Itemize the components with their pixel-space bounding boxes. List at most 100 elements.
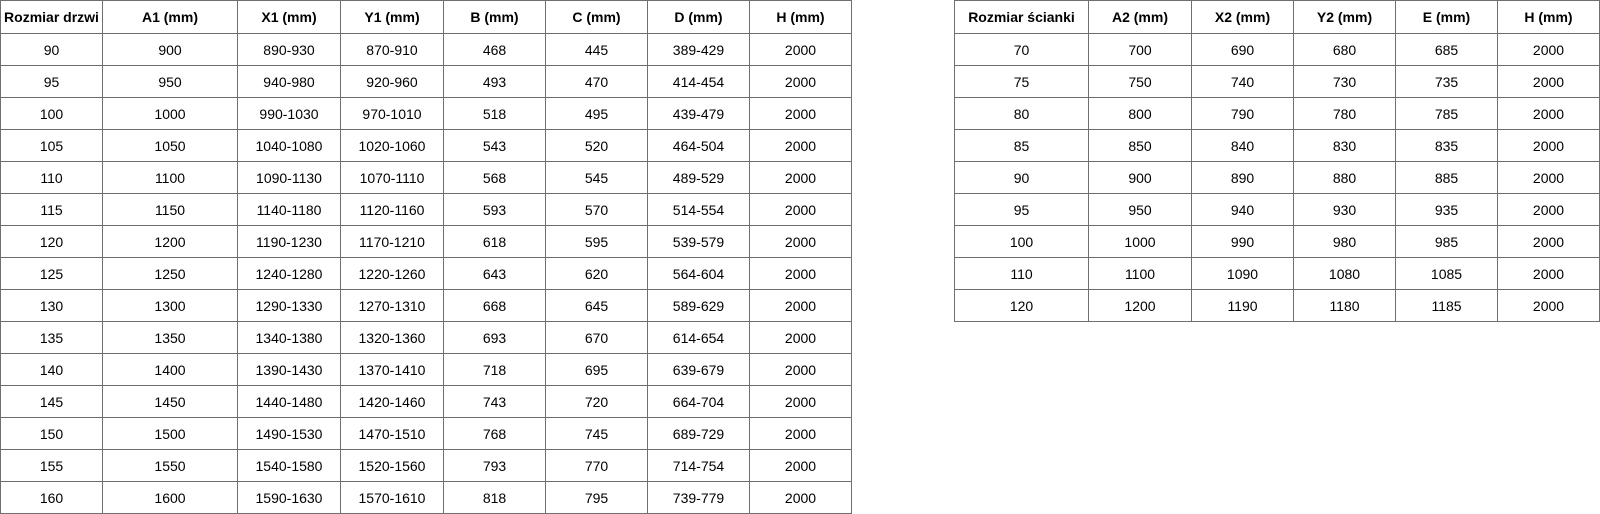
table-row: 110 1100 1090-1130 1070-1110 568 545 489-529 20… bbox=[0, 161, 852, 194]
table-cell: 543 bbox=[443, 129, 546, 162]
table-cell: 2000 bbox=[1497, 97, 1600, 130]
table-cell: 160 bbox=[0, 481, 103, 514]
column-header: C (mm) bbox=[545, 0, 648, 34]
table-cell: 1100 bbox=[1088, 257, 1192, 290]
table-cell: 564-604 bbox=[647, 257, 750, 290]
table-cell: 593 bbox=[443, 193, 546, 226]
table-cell: 1085 bbox=[1395, 257, 1498, 290]
table-cell: 1220-1260 bbox=[340, 257, 444, 290]
table-cell: 140 bbox=[0, 353, 103, 386]
table-cell: 1020-1060 bbox=[340, 129, 444, 162]
table-cell: 2000 bbox=[749, 97, 852, 130]
table-cell: 568 bbox=[443, 161, 546, 194]
table-cell: 570 bbox=[545, 193, 648, 226]
table-cell: 693 bbox=[443, 321, 546, 354]
header-row: Rozmiar ścianki A2 (mm) X2 (mm) Y2 (mm) E (m… bbox=[954, 0, 1600, 34]
table-row: 95 950 940-980 920-960 493 470 414-454 2000 bbox=[0, 65, 852, 98]
table-cell: 880 bbox=[1293, 161, 1396, 194]
table-cell: 1070-1110 bbox=[340, 161, 444, 194]
table-cell: 2000 bbox=[749, 193, 852, 226]
table-cell: 793 bbox=[443, 449, 546, 482]
table-row: 110 1100 1090 1080 1085 2000 bbox=[954, 257, 1600, 290]
table-cell: 2000 bbox=[1497, 129, 1600, 162]
table-cell: 2000 bbox=[1497, 257, 1600, 290]
table-cell: 1040-1080 bbox=[237, 129, 341, 162]
table-cell: 95 bbox=[954, 193, 1089, 226]
column-header: A2 (mm) bbox=[1088, 0, 1192, 34]
table-cell: 100 bbox=[954, 225, 1089, 258]
table-cell: 90 bbox=[0, 33, 103, 66]
table-row: 115 1150 1140-1180 1120-1160 593 570 514-554 20… bbox=[0, 193, 852, 226]
table-cell: 493 bbox=[443, 65, 546, 98]
table-cell: 145 bbox=[0, 385, 103, 418]
table-row: 155 1550 1540-1580 1520-1560 793 770 714-754 20… bbox=[0, 449, 852, 482]
column-header: A1 (mm) bbox=[102, 0, 238, 34]
table-cell: 130 bbox=[0, 289, 103, 322]
table-cell: 685 bbox=[1395, 33, 1498, 66]
column-header: X1 (mm) bbox=[237, 0, 341, 34]
table-cell: 830 bbox=[1293, 129, 1396, 162]
table-cell: 643 bbox=[443, 257, 546, 290]
table-cell: 695 bbox=[545, 353, 648, 386]
table-cell: 1320-1360 bbox=[340, 321, 444, 354]
table-cell: 735 bbox=[1395, 65, 1498, 98]
table-row: 100 1000 990 980 985 2000 bbox=[954, 225, 1600, 258]
table-cell: 468 bbox=[443, 33, 546, 66]
table-cell: 668 bbox=[443, 289, 546, 322]
table-cell: 620 bbox=[545, 257, 648, 290]
table-cell: 670 bbox=[545, 321, 648, 354]
table-row: 105 1050 1040-1080 1020-1060 543 520 464-504 20… bbox=[0, 129, 852, 162]
table-cell: 155 bbox=[0, 449, 103, 482]
table-cell: 714-754 bbox=[647, 449, 750, 482]
table-cell: 520 bbox=[545, 129, 648, 162]
table-cell: 1440-1480 bbox=[237, 385, 341, 418]
table-cell: 1120-1160 bbox=[340, 193, 444, 226]
table-row: 70 700 690 680 685 2000 bbox=[954, 33, 1600, 66]
table-cell: 1390-1430 bbox=[237, 353, 341, 386]
table-cell: 518 bbox=[443, 97, 546, 130]
table-cell: 1100 bbox=[102, 161, 238, 194]
table-cell: 100 bbox=[0, 97, 103, 130]
table-cell: 990 bbox=[1191, 225, 1294, 258]
column-header: E (mm) bbox=[1395, 0, 1498, 34]
table-cell: 680 bbox=[1293, 33, 1396, 66]
table-cell: 690 bbox=[1191, 33, 1294, 66]
table-row: 120 1200 1190 1180 1185 2000 bbox=[954, 289, 1600, 322]
table-cell: 890 bbox=[1191, 161, 1294, 194]
table-cell: 1000 bbox=[1088, 225, 1192, 258]
table-cell: 2000 bbox=[749, 321, 852, 354]
table-cell: 645 bbox=[545, 289, 648, 322]
table-cell: 2000 bbox=[749, 225, 852, 258]
table-cell: 105 bbox=[0, 129, 103, 162]
table-cell: 940 bbox=[1191, 193, 1294, 226]
table-cell: 980 bbox=[1293, 225, 1396, 258]
table-cell: 445 bbox=[545, 33, 648, 66]
table-cell: 770 bbox=[545, 449, 648, 482]
table-row: 90 900 890 880 885 2000 bbox=[954, 161, 1600, 194]
table-cell: 2000 bbox=[1497, 65, 1600, 98]
table-cell: 470 bbox=[545, 65, 648, 98]
table-cell: 1500 bbox=[102, 417, 238, 450]
table-cell: 614-654 bbox=[647, 321, 750, 354]
table-cell: 870-910 bbox=[340, 33, 444, 66]
table-cell: 495 bbox=[545, 97, 648, 130]
column-header: X2 (mm) bbox=[1191, 0, 1294, 34]
table-cell: 990-1030 bbox=[237, 97, 341, 130]
table-cell: 739-779 bbox=[647, 481, 750, 514]
table-cell: 1400 bbox=[102, 353, 238, 386]
table-row: 130 1300 1290-1330 1270-1310 668 645 589-629 20… bbox=[0, 289, 852, 322]
column-header: Y1 (mm) bbox=[340, 0, 444, 34]
table-cell: 790 bbox=[1191, 97, 1294, 130]
table-cell: 1190-1230 bbox=[237, 225, 341, 258]
column-header: B (mm) bbox=[443, 0, 546, 34]
table-cell: 840 bbox=[1191, 129, 1294, 162]
column-header: Y2 (mm) bbox=[1293, 0, 1396, 34]
table-cell: 70 bbox=[954, 33, 1089, 66]
table-cell: 110 bbox=[954, 257, 1089, 290]
table-cell: 618 bbox=[443, 225, 546, 258]
table-cell: 1540-1580 bbox=[237, 449, 341, 482]
table-cell: 110 bbox=[0, 161, 103, 194]
table-cell: 743 bbox=[443, 385, 546, 418]
table-row: 160 1600 1590-1630 1570-1610 818 795 739-779 20… bbox=[0, 481, 852, 514]
column-header: Rozmiar drzwi bbox=[0, 0, 103, 34]
